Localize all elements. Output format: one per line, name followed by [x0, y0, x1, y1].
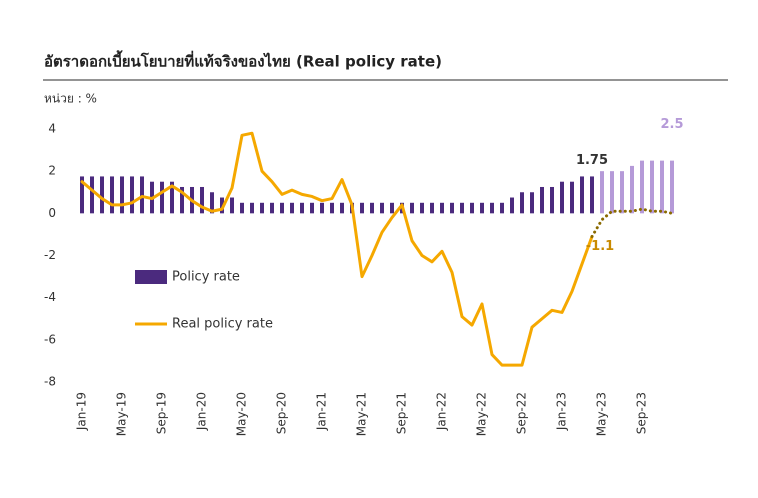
x-tick-label: Jan-19	[75, 392, 89, 431]
bar	[290, 202, 294, 214]
unit-label: หน่วย : %	[44, 92, 97, 106]
bar	[320, 202, 324, 214]
bar	[90, 176, 94, 214]
bar	[160, 181, 164, 214]
bar	[340, 202, 344, 214]
bar	[120, 176, 124, 214]
legend-label: Real policy rate	[172, 317, 273, 332]
bar	[420, 202, 424, 214]
bar	[260, 202, 264, 214]
data-label: 1.75	[576, 153, 608, 168]
bar	[360, 202, 364, 214]
bar	[200, 186, 204, 214]
bar	[280, 202, 284, 214]
bar	[300, 202, 304, 214]
bar	[240, 202, 244, 214]
x-tick-label: May-23	[595, 392, 609, 436]
bar	[460, 202, 464, 214]
bar	[100, 176, 104, 214]
bar	[470, 202, 474, 214]
x-tick-label: Jan-21	[315, 392, 329, 431]
bar	[590, 176, 594, 214]
bar	[110, 176, 114, 214]
legend-label: Policy rate	[172, 270, 240, 285]
y-tick-label: -6	[44, 332, 56, 346]
bar	[450, 202, 454, 214]
x-tick-label: Sep-19	[155, 392, 169, 434]
chart-title: อัตราดอกเบี้ยนโยบายที่แท้จริงของไทย (Rea…	[44, 50, 442, 71]
x-tick-label: Sep-22	[515, 392, 529, 434]
x-tick-label: Jan-23	[555, 392, 569, 431]
bar	[650, 160, 654, 214]
bar	[630, 165, 634, 214]
y-tick-label: 2	[48, 164, 56, 178]
bar	[430, 202, 434, 214]
bar	[660, 160, 664, 214]
bar	[510, 197, 514, 214]
x-tick-label: Sep-21	[395, 392, 409, 434]
x-tick-label: May-22	[475, 392, 489, 436]
bar	[640, 160, 644, 214]
y-tick-label: -2	[44, 248, 56, 262]
bar	[530, 192, 534, 214]
bar	[620, 171, 624, 214]
bar	[380, 202, 384, 214]
x-tick-label: Jan-20	[195, 392, 209, 431]
data-label: -1.1	[586, 239, 614, 254]
legend-swatch	[135, 270, 167, 284]
x-tick-label: Sep-20	[275, 392, 289, 434]
bar	[80, 176, 84, 214]
bar	[550, 186, 554, 214]
bar	[560, 181, 564, 214]
bar	[540, 186, 544, 214]
bar	[310, 202, 314, 214]
bar	[610, 171, 614, 214]
bar	[140, 176, 144, 214]
bar	[130, 176, 134, 214]
x-tick-label: Sep-23	[635, 392, 649, 434]
y-tick-label: -8	[44, 375, 56, 389]
bar	[570, 181, 574, 214]
bar	[180, 186, 184, 214]
bar	[410, 202, 414, 214]
y-tick-label: 4	[48, 122, 56, 136]
bar	[490, 202, 494, 214]
bar	[670, 160, 674, 214]
bar	[330, 202, 334, 214]
bar	[370, 202, 374, 214]
bar	[270, 202, 274, 214]
bar	[600, 171, 604, 214]
line	[80, 131, 594, 367]
x-tick-label: May-21	[355, 392, 369, 436]
bar	[440, 202, 444, 214]
bar	[170, 181, 174, 214]
bar	[500, 202, 504, 214]
bar	[520, 192, 524, 214]
bar	[390, 202, 394, 214]
data-label: 2.5	[660, 117, 683, 132]
x-tick-label: May-20	[235, 392, 249, 436]
bar	[480, 202, 484, 214]
bar	[230, 197, 234, 214]
x-tick-label: Jan-22	[435, 392, 449, 431]
bar	[220, 197, 224, 214]
bar	[210, 192, 214, 214]
bar	[250, 202, 254, 214]
y-tick-label: -4	[44, 290, 56, 304]
x-tick-label: May-19	[115, 392, 129, 436]
bar	[580, 176, 584, 214]
y-tick-label: 0	[48, 206, 56, 220]
